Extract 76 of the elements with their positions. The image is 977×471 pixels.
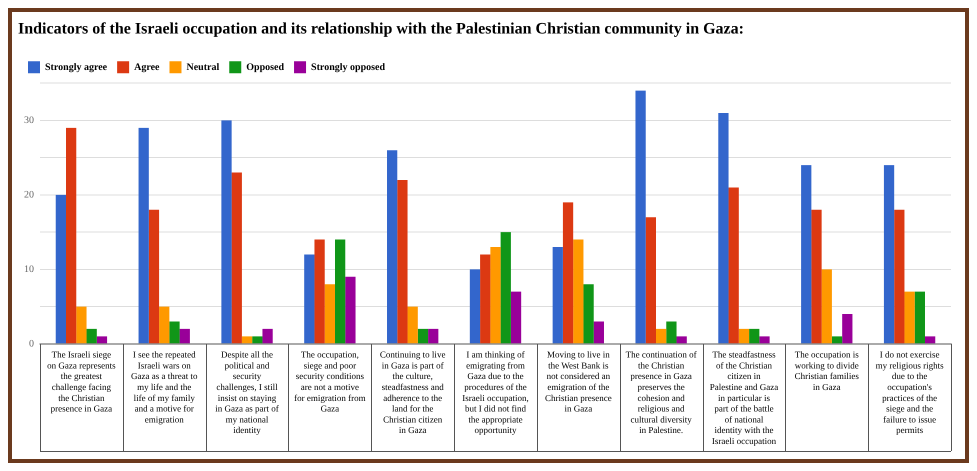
legend-label: Agree — [134, 62, 160, 73]
bar — [169, 321, 180, 344]
y-tick-label: 20 — [24, 190, 34, 201]
bar — [884, 165, 894, 344]
bar — [242, 336, 252, 344]
bar — [397, 180, 408, 344]
bar — [76, 306, 87, 344]
bar — [408, 306, 418, 344]
bar — [738, 328, 750, 344]
bar — [904, 292, 915, 344]
bar — [728, 187, 739, 344]
bar — [232, 172, 242, 344]
bar — [252, 336, 262, 344]
bar — [801, 165, 812, 344]
y-tick-label: 30 — [24, 115, 34, 126]
legend-label: Strongly agree — [45, 62, 108, 73]
bar — [500, 232, 511, 344]
bar — [96, 336, 108, 344]
bar — [335, 240, 346, 344]
bar — [914, 292, 925, 344]
bar — [180, 328, 190, 344]
category-label: The steadfastness of the Christian citizen in Palestine and Gaza in particular is part of the battle of national identity with the Israeli occupation — [710, 350, 778, 446]
legend-label: Strongly opposed — [311, 62, 386, 73]
x-tick-label: The Israeli siege on Gaza represents the greatest challenge facing the Christian presence in Gaza — [47, 350, 116, 414]
bar — [159, 306, 170, 344]
bar — [832, 336, 842, 344]
bar — [718, 112, 729, 344]
y-tick-label: 0 — [29, 338, 34, 350]
y-tick-label: 10 — [24, 264, 34, 275]
bar — [811, 210, 822, 344]
bar — [428, 328, 438, 344]
x-tick-label: I am thinking of emigrating from Gaza due to the procedures of the Israeli occupation, but I did not find the appropriate opportunity — [462, 350, 529, 436]
bar — [635, 90, 646, 344]
bar — [480, 254, 490, 344]
bar — [262, 328, 273, 344]
bar — [646, 217, 656, 344]
x-tick-label: Despite all the political and security challenges, I still insist on staying in Gaza as part of my national identity — [215, 350, 279, 436]
bar — [583, 284, 594, 344]
bar — [759, 336, 770, 344]
x-tick-label: Moving to live in the West Bank is not considered an emigration of the Christian presence in Gaza — [544, 350, 612, 414]
x-tick-label: I see the repeated Israeli wars on Gaza as a threat to my life and the life of my family and a motive for emigration — [130, 350, 198, 424]
bar — [470, 269, 480, 344]
bar — [676, 336, 687, 344]
bar — [314, 240, 325, 344]
x-tick-label: The occupation, siege and poor security conditions are not a motive for emigration from Gaza — [294, 350, 366, 414]
bar — [56, 194, 66, 344]
bar — [822, 269, 832, 344]
bar — [562, 202, 574, 344]
bar — [304, 254, 314, 344]
bar — [148, 210, 160, 344]
x-tick-label: I do not exercise my religious rights due to the occupation's practices of the siege and the failure to issue permits — [876, 350, 944, 436]
bar — [573, 240, 584, 344]
x-tick-label: The occupation is working to divide Christian families in Gaza — [794, 350, 860, 392]
bar — [666, 321, 677, 344]
legend-label: Neutral — [186, 62, 220, 73]
bar — [490, 247, 501, 344]
bar — [894, 210, 904, 344]
bar — [924, 336, 936, 344]
bar — [324, 284, 335, 344]
bar — [749, 328, 760, 344]
bar — [221, 120, 232, 344]
bar — [345, 276, 356, 344]
bar — [552, 247, 563, 344]
chart-title: Indicators of the Israeli occupation and its relationship with the Palestinian Christian community in Gaza: — [18, 20, 744, 38]
bar — [418, 328, 428, 344]
x-tick-label: Continuing to live in Gaza is part of the culture, steadfastness and adherence to the land for the Christian citizen in Gaza — [380, 350, 446, 436]
bar — [138, 128, 149, 344]
bar — [842, 314, 852, 344]
bar — [510, 292, 522, 344]
bar — [594, 321, 604, 344]
legend-label: Opposed — [246, 62, 284, 73]
bar — [66, 128, 76, 344]
x-tick-label: The continuation of the Christian presence in Gaza preserves the cohesion and religious and cultural diversity in Palestine. — [626, 350, 697, 436]
bar — [86, 328, 97, 344]
bar — [656, 328, 666, 344]
bar — [387, 150, 398, 344]
